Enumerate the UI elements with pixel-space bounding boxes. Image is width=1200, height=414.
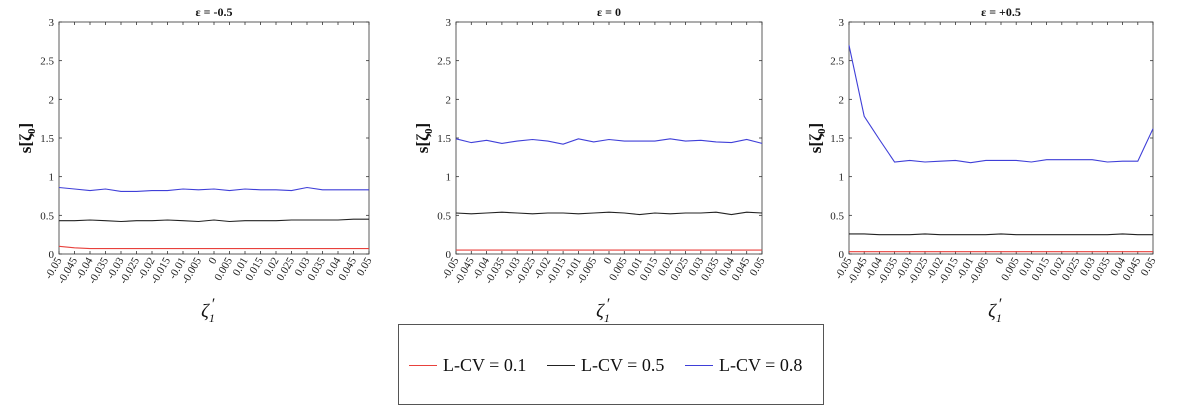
y-tick-label: 2 [446, 94, 452, 106]
y-tick-label: 1 [446, 172, 452, 184]
y-tick-label: 1.5 [437, 133, 451, 145]
y-tick-label: 0 [839, 249, 845, 261]
y-tick-label: 1.5 [40, 133, 54, 145]
x-tick-label: 0.05 [355, 255, 375, 278]
series-line-0.1 [58, 245, 369, 250]
x-tick-label: 0 [601, 255, 614, 266]
legend-swatch-lcv-0.5 [547, 365, 575, 366]
y-tick-label: 1.5 [830, 133, 844, 145]
panel-1: 00.511.522.53-0.05-0.045-0.04-0.035-0.03… [16, 5, 375, 325]
plot-area [848, 21, 1154, 255]
panel-3: 00.511.522.53-0.05-0.045-0.04-0.035-0.03… [806, 5, 1159, 325]
y-tick-label: 0.5 [40, 210, 54, 222]
y-tick-label: 3 [49, 17, 55, 29]
series-line-0.8 [848, 45, 1154, 164]
series-line-0.5 [849, 233, 1153, 236]
x-tick-label: 0 [993, 255, 1006, 266]
legend-label-lcv-0.1: L-CV = 0.1 [443, 355, 527, 375]
x-axis-label: ζ1′ [988, 296, 1002, 325]
legend-item-lcv-0.8: L-CV = 0.8 [685, 355, 802, 376]
y-tick-label: 2.5 [830, 56, 844, 68]
chart-title: ε = +0.5 [981, 5, 1021, 19]
legend-item-lcv-0.1: L-CV = 0.1 [409, 355, 526, 376]
x-tick-label: 0.05 [1139, 255, 1159, 278]
y-tick-label: 0 [49, 249, 55, 261]
y-tick-label: 2.5 [40, 56, 54, 68]
y-tick-label: 1 [839, 172, 845, 184]
legend-swatch-lcv-0.8 [685, 365, 713, 366]
series-line-0.8 [58, 186, 369, 192]
y-axis-label: s[ζ0] [16, 123, 38, 153]
chart-title: ε = 0 [597, 5, 621, 19]
y-tick-label: 3 [839, 17, 845, 29]
x-tick-label: 0 [206, 255, 219, 266]
y-axis-label: s[ζ0] [413, 123, 435, 153]
y-axis-label: s[ζ0] [806, 123, 828, 153]
plot-area [58, 21, 370, 255]
y-tick-label: 3 [446, 17, 452, 29]
plot-area [455, 21, 763, 255]
x-tick-label: 0.05 [748, 255, 768, 278]
panel-2: 00.511.522.53-0.05-0.045-0.04-0.035-0.03… [413, 5, 768, 325]
legend-swatch-lcv-0.1 [409, 365, 437, 366]
series-line-0.8 [455, 138, 763, 145]
legend-label-lcv-0.8: L-CV = 0.8 [719, 355, 803, 375]
legend-label-lcv-0.5: L-CV = 0.5 [581, 355, 665, 375]
x-axis-label: ζ1′ [596, 296, 610, 325]
y-tick-label: 0 [446, 249, 452, 261]
y-tick-label: 2 [839, 94, 845, 106]
y-tick-label: 2.5 [437, 56, 451, 68]
y-tick-label: 0.5 [437, 210, 451, 222]
x-axis-label: ζ1′ [201, 296, 215, 325]
series-line-0.5 [455, 211, 763, 216]
y-tick-label: 1 [49, 172, 55, 184]
legend-item-lcv-0.5: L-CV = 0.5 [547, 355, 664, 376]
y-tick-label: 0.5 [830, 210, 844, 222]
chart-title: ε = -0.5 [196, 5, 233, 19]
legend: L-CV = 0.1 L-CV = 0.5 L-CV = 0.8 [398, 324, 824, 405]
y-tick-label: 2 [49, 94, 55, 106]
series-line-0.5 [59, 218, 369, 223]
